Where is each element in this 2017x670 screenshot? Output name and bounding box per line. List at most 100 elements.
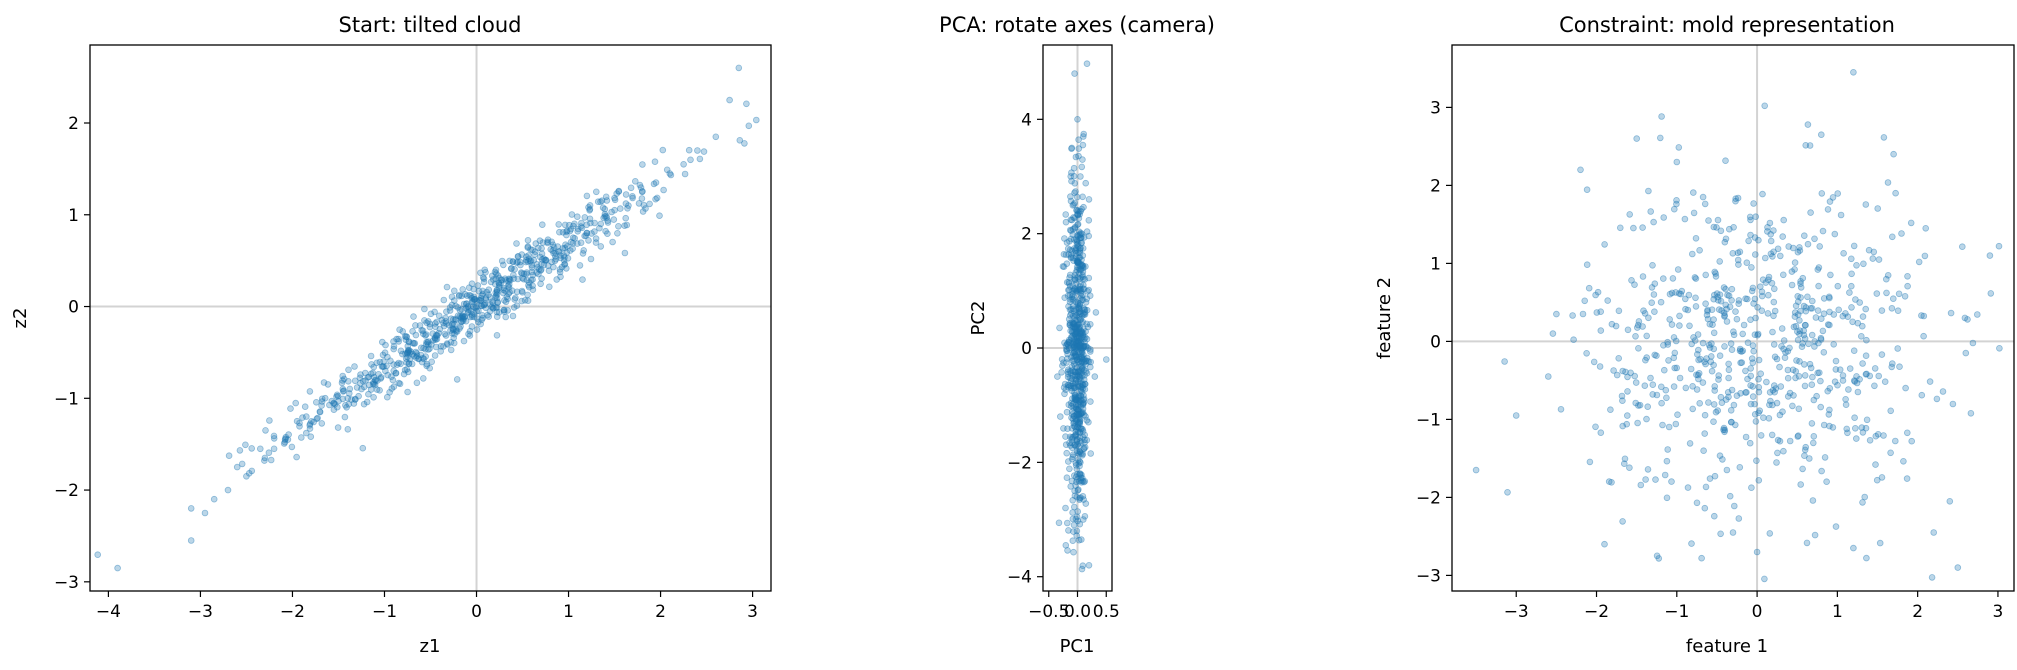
scatter-point	[1634, 321, 1642, 329]
y-tick-label: −1	[1416, 410, 1441, 430]
scatter-point	[1073, 364, 1080, 372]
scatter-point	[490, 304, 497, 312]
scatter-point	[1859, 499, 1866, 506]
scatter-point	[1069, 357, 1076, 365]
scatter-point	[409, 339, 417, 347]
scatter-point	[448, 293, 456, 301]
scatter-point	[1073, 252, 1080, 260]
scatter-point	[1639, 273, 1647, 280]
scatter-point	[1064, 350, 1071, 358]
scatter-point	[282, 433, 290, 441]
scatter-point	[524, 244, 532, 251]
scatter-point	[1083, 335, 1091, 343]
scatter-point	[1077, 285, 1084, 293]
scatter-point	[361, 369, 369, 377]
scatter-point	[1062, 386, 1070, 394]
scatter-point	[1077, 289, 1085, 297]
scatter-point	[1904, 282, 1911, 290]
scatter-point	[427, 341, 435, 348]
scatter-point	[519, 274, 526, 282]
scatter-point	[1069, 302, 1077, 310]
scatter-point	[1076, 496, 1083, 504]
scatter-point	[567, 238, 575, 246]
scatter-point	[1073, 244, 1080, 252]
scatter-point	[1907, 219, 1915, 227]
scatter-point	[423, 338, 430, 346]
scatter-point	[1729, 250, 1737, 257]
scatter-point	[1825, 411, 1833, 418]
scatter-point	[1782, 349, 1789, 356]
scatter-point	[310, 418, 317, 426]
scatter-points	[94, 64, 760, 572]
scatter-point	[1081, 306, 1089, 313]
scatter-point	[667, 171, 675, 179]
scatter-point	[513, 302, 521, 310]
scatter-point	[555, 248, 562, 255]
scatter-point	[447, 346, 455, 354]
scatter-point	[1795, 405, 1803, 413]
scatter-point	[506, 276, 514, 283]
scatter-point	[270, 432, 278, 440]
scatter-point	[1651, 280, 1659, 288]
scatter-point	[342, 401, 349, 409]
scatter-point	[1859, 360, 1866, 367]
scatter-point	[1735, 515, 1743, 522]
scatter-point	[1071, 276, 1079, 283]
scatter-point	[1072, 459, 1080, 467]
scatter-point	[1832, 523, 1840, 530]
scatter-point	[1645, 187, 1652, 195]
scatter-point	[238, 460, 246, 468]
scatter-point	[404, 353, 411, 361]
scatter-point	[1083, 295, 1091, 303]
scatter-point	[224, 486, 232, 494]
scatter-point	[1079, 450, 1086, 458]
scatter-point	[1071, 394, 1078, 402]
scatter-point	[1904, 429, 1911, 437]
scatter-point	[1079, 156, 1086, 163]
scatter-point	[403, 333, 411, 341]
scatter-point	[1661, 471, 1669, 479]
scatter-point	[1797, 284, 1805, 291]
scatter-point	[535, 266, 543, 273]
scatter-point	[479, 287, 486, 295]
scatter-point	[1640, 307, 1647, 315]
scatter-point	[1076, 373, 1084, 381]
scatter-point	[1078, 262, 1085, 270]
scatter-point	[1814, 307, 1822, 314]
scatter-point	[1078, 478, 1085, 486]
scatter-point	[1710, 401, 1718, 408]
scatter-point	[404, 388, 411, 396]
scatter-point	[1075, 460, 1082, 467]
scatter-point	[1863, 416, 1871, 424]
scatter-point	[330, 406, 338, 414]
scatter-point	[1686, 440, 1694, 447]
scatter-point	[1635, 344, 1642, 352]
scatter-point	[1065, 366, 1072, 374]
scatter-point	[1757, 283, 1764, 291]
scatter-point	[1064, 340, 1071, 347]
scatter-point	[1759, 276, 1767, 284]
scatter-point	[1895, 290, 1903, 298]
scatter-point	[1769, 253, 1776, 260]
scatter-point	[559, 245, 567, 252]
scatter-point	[1592, 423, 1599, 431]
scatter-point	[1715, 376, 1722, 383]
scatter-point	[573, 240, 581, 247]
scatter-point	[482, 296, 490, 304]
scatter-point	[1788, 268, 1796, 275]
axes-frame	[1451, 44, 2015, 592]
scatter-point	[1794, 248, 1802, 256]
scatter-point	[1076, 302, 1083, 310]
scatter-point	[551, 253, 559, 260]
scatter-point	[1066, 321, 1074, 329]
scatter-point	[1075, 333, 1083, 341]
scatter-point	[1863, 554, 1870, 562]
scatter-point	[1613, 371, 1621, 379]
scatter-point	[390, 342, 398, 350]
scatter-point	[431, 335, 439, 342]
scatter-point	[1744, 375, 1751, 383]
scatter-point	[478, 292, 486, 299]
scatter-point	[616, 205, 624, 212]
scatter-point	[392, 369, 400, 377]
scatter-point	[650, 180, 658, 188]
